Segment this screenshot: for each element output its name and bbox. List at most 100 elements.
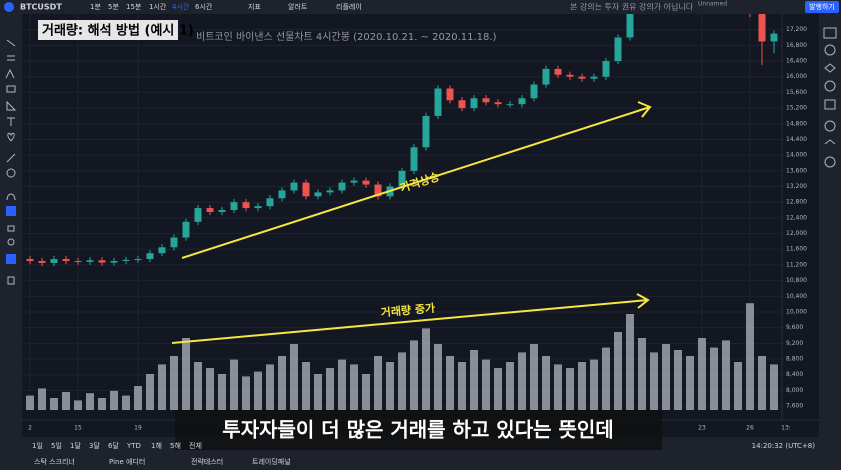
- volume-bar: [710, 347, 718, 410]
- notice: 본 강의는 투자 권유 강의가 아닙니다: [570, 2, 694, 12]
- range-button[interactable]: 5일: [51, 441, 62, 450]
- volume-bar: [518, 352, 526, 410]
- tool-icon[interactable]: [7, 276, 15, 285]
- tool-icon[interactable]: [7, 238, 15, 246]
- volume-bar: [242, 376, 250, 410]
- candle-body: [410, 147, 418, 171]
- side-icon[interactable]: [824, 156, 836, 168]
- candle-body: [242, 202, 250, 209]
- side-icon[interactable]: [824, 63, 836, 73]
- bottom-tab[interactable]: Pine 에디터: [109, 457, 145, 466]
- range-button[interactable]: 5해: [170, 441, 181, 450]
- volume-bar: [314, 374, 322, 410]
- volume-bar: [86, 393, 94, 410]
- candle-body: [182, 221, 190, 238]
- x-tick-label: 15: [74, 425, 82, 432]
- volume-bar: [638, 338, 646, 410]
- candle-body: [326, 190, 334, 193]
- y-tick-label: 15,200: [786, 105, 807, 112]
- volume-bar: [194, 362, 202, 410]
- tool-icon[interactable]: [7, 225, 15, 232]
- side-icon[interactable]: [824, 120, 836, 132]
- side-icon[interactable]: [824, 99, 836, 110]
- candle-body: [362, 180, 370, 185]
- interval[interactable]: 6시간: [195, 2, 213, 11]
- volume-bar: [662, 344, 670, 410]
- x-tick-label: 13:: [781, 425, 791, 432]
- candle-body: [398, 170, 406, 187]
- side-icon[interactable]: [823, 27, 837, 39]
- volume-bar: [506, 362, 514, 410]
- tool-icon[interactable]: [7, 132, 15, 142]
- tool-icon[interactable]: [6, 254, 16, 264]
- volume-bar: [698, 338, 706, 410]
- candle-body: [122, 259, 130, 262]
- side-icon[interactable]: [824, 139, 836, 145]
- bottom-tab[interactable]: 트레이딩패널: [252, 457, 291, 466]
- candle-body: [554, 68, 562, 75]
- volume-bar: [734, 362, 742, 410]
- volume-bar: [746, 303, 754, 410]
- overlay-subtitle: 비트코인 바이낸스 선물차트 4시간봉 (2020.10.21. ~ 2020.…: [196, 31, 497, 43]
- bottom-tab[interactable]: 전략테스터: [191, 457, 223, 466]
- tool-icon[interactable]: [6, 85, 16, 93]
- side-icon[interactable]: [824, 44, 836, 56]
- volume-bar: [434, 344, 442, 410]
- caption-box: [175, 410, 662, 450]
- tool-icon[interactable]: [6, 100, 17, 111]
- volume-bar: [410, 340, 418, 410]
- candle-body: [266, 198, 274, 207]
- bottom-tab[interactable]: 스탁 스크리너: [34, 457, 75, 466]
- tool-icon[interactable]: [6, 153, 16, 163]
- interval[interactable]: 15분: [126, 3, 142, 11]
- volume-bar: [674, 350, 682, 410]
- publish-button[interactable]: [805, 1, 839, 13]
- interval[interactable]: 1분: [90, 3, 101, 11]
- tool-icon[interactable]: [6, 193, 16, 201]
- candle-body: [146, 253, 154, 260]
- y-tick-label: 16,000: [786, 73, 807, 80]
- symbol[interactable]: BTCUSDT: [20, 3, 62, 12]
- range-button[interactable]: 전체: [189, 441, 202, 450]
- toolbar-button[interactable]: 지표: [248, 2, 261, 11]
- range-button[interactable]: 6달: [108, 442, 119, 450]
- tool-icon[interactable]: [5, 68, 15, 79]
- interval[interactable]: 5분: [108, 3, 119, 11]
- candle-body: [458, 100, 466, 109]
- y-tick-label: 9,200: [786, 340, 803, 347]
- candle-body: [194, 208, 202, 222]
- range-button[interactable]: 1달: [70, 442, 81, 450]
- candle-body: [314, 192, 322, 197]
- volume-bar: [686, 356, 694, 410]
- volume-arrow-head: [636, 293, 650, 309]
- volume-bar: [302, 362, 310, 410]
- range-button[interactable]: YTD: [126, 442, 141, 450]
- interval[interactable]: 1시간: [149, 2, 167, 11]
- tool-icon[interactable]: [6, 168, 16, 178]
- tool-icon[interactable]: [6, 39, 16, 47]
- y-tick-label: 10,400: [786, 293, 807, 300]
- candle-body: [482, 98, 490, 103]
- volume-bar: [398, 352, 406, 410]
- left-toolbar: [0, 14, 22, 470]
- volume-bar: [290, 344, 298, 410]
- publish-label[interactable]: 발행하기: [809, 2, 835, 11]
- tool-icon[interactable]: [7, 117, 15, 126]
- volume-bar: [254, 371, 262, 410]
- toolbar-button[interactable]: 알러트: [288, 2, 308, 11]
- volume-bar: [386, 362, 394, 410]
- range-button[interactable]: 1해: [151, 441, 162, 450]
- tool-icon[interactable]: [6, 206, 16, 216]
- volume-bar: [590, 359, 598, 410]
- toolbar-button[interactable]: 리플레이: [336, 2, 362, 11]
- workspace[interactable]: Unnamed: [698, 1, 727, 8]
- range-button[interactable]: 1일: [32, 441, 43, 450]
- y-tick-label: 11,600: [786, 246, 807, 253]
- candle-body: [74, 261, 82, 263]
- range-button[interactable]: 3달: [89, 442, 100, 450]
- side-icon[interactable]: [824, 80, 836, 92]
- candle-body: [278, 190, 286, 199]
- volume-bar: [266, 364, 274, 410]
- candle-body: [602, 61, 610, 77]
- interval[interactable]: 4시간: [172, 2, 190, 11]
